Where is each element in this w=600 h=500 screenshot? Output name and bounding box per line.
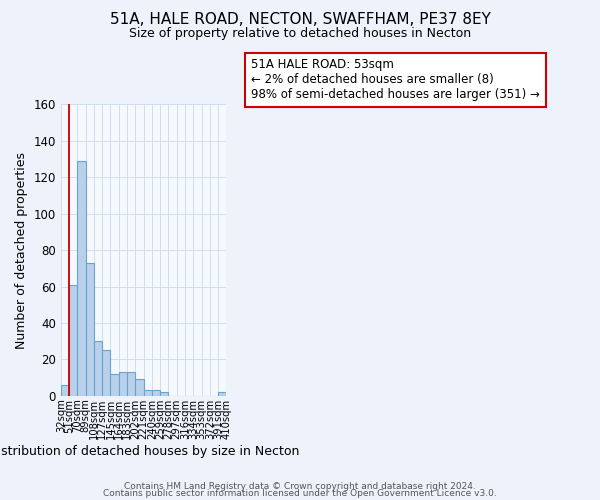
Text: Size of property relative to detached houses in Necton: Size of property relative to detached ho…	[129, 28, 471, 40]
Text: 51A HALE ROAD: 53sqm
← 2% of detached houses are smaller (8)
98% of semi-detache: 51A HALE ROAD: 53sqm ← 2% of detached ho…	[251, 58, 540, 102]
Bar	[86, 263, 94, 396]
Bar	[136, 380, 143, 396]
X-axis label: Distribution of detached houses by size in Necton: Distribution of detached houses by size …	[0, 444, 299, 458]
Bar	[61, 385, 69, 396]
Bar	[69, 284, 77, 396]
Y-axis label: Number of detached properties: Number of detached properties	[15, 152, 28, 348]
Text: Contains HM Land Registry data © Crown copyright and database right 2024.: Contains HM Land Registry data © Crown c…	[124, 482, 476, 491]
Text: 51A, HALE ROAD, NECTON, SWAFFHAM, PE37 8EY: 51A, HALE ROAD, NECTON, SWAFFHAM, PE37 8…	[110, 12, 490, 28]
Bar	[77, 161, 86, 396]
Bar	[94, 341, 102, 396]
Bar	[152, 390, 160, 396]
Bar	[143, 390, 152, 396]
Bar	[102, 350, 110, 396]
Bar	[127, 372, 136, 396]
Bar	[110, 374, 119, 396]
Bar	[160, 392, 169, 396]
Bar	[218, 392, 226, 396]
Bar	[119, 372, 127, 396]
Text: Contains public sector information licensed under the Open Government Licence v3: Contains public sector information licen…	[103, 490, 497, 498]
